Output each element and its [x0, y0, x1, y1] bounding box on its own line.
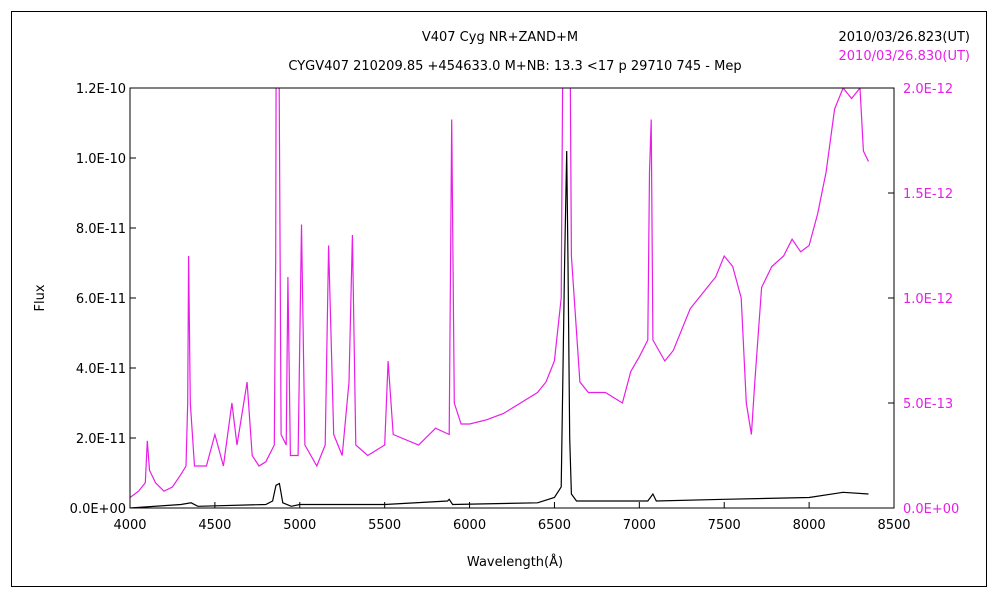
x-tick-label: 6000 [453, 518, 486, 533]
y-left-tick-label: 6.0E-11 [76, 292, 126, 307]
chart-frame [11, 11, 987, 587]
chart-subtitle: CYGV407 210209.85 +454633.0 M+NB: 13.3 <… [288, 59, 741, 74]
series-line-black [130, 150, 869, 508]
x-tick-label: 4500 [198, 518, 231, 533]
y-axis-label: Flux [33, 284, 48, 311]
y-left-tick-label: 1.0E-10 [76, 152, 126, 167]
y-left-tick-label: 1.2E-10 [76, 82, 126, 97]
chart-title: V407 Cyg NR+ZAND+M [422, 30, 578, 45]
x-tick-label: 5000 [283, 518, 316, 533]
series-line-magenta [130, 88, 870, 498]
y-left-tick-label: 0.0E+00 [70, 502, 126, 517]
y-left-tick-label: 4.0E-11 [76, 362, 126, 377]
x-axis-label: Wavelength(Å) [467, 554, 563, 570]
plot-area [129, 87, 895, 509]
legend-entry-black: 2010/03/26.823(UT) [839, 30, 970, 45]
x-tick-label: 8000 [793, 518, 826, 533]
x-tick-label: 5500 [368, 518, 401, 533]
y-right-tick-label: 2.0E-12 [903, 82, 953, 97]
x-tick-label: 8500 [877, 518, 910, 533]
x-tick-label: 4000 [113, 518, 146, 533]
x-tick-label: 7500 [708, 518, 741, 533]
x-tick-label: 7000 [623, 518, 656, 533]
y-right-tick-label: 0.0E+00 [903, 502, 959, 517]
y-left-tick-label: 8.0E-11 [76, 222, 126, 237]
y-left-tick-label: 2.0E-11 [76, 432, 126, 447]
y-right-tick-label: 1.0E-12 [903, 292, 953, 307]
y-right-tick-label: 5.0E-13 [903, 397, 953, 412]
axis-ticks: 4000 4500 5000 5500 6000 6500 7000 7500 8000 8500… [70, 82, 960, 533]
series-layer [130, 88, 870, 508]
x-tick-label: 6500 [538, 518, 571, 533]
legend-entry-magenta: 2010/03/26.830(UT) [839, 49, 970, 64]
y-right-tick-label: 1.5E-12 [903, 187, 953, 202]
